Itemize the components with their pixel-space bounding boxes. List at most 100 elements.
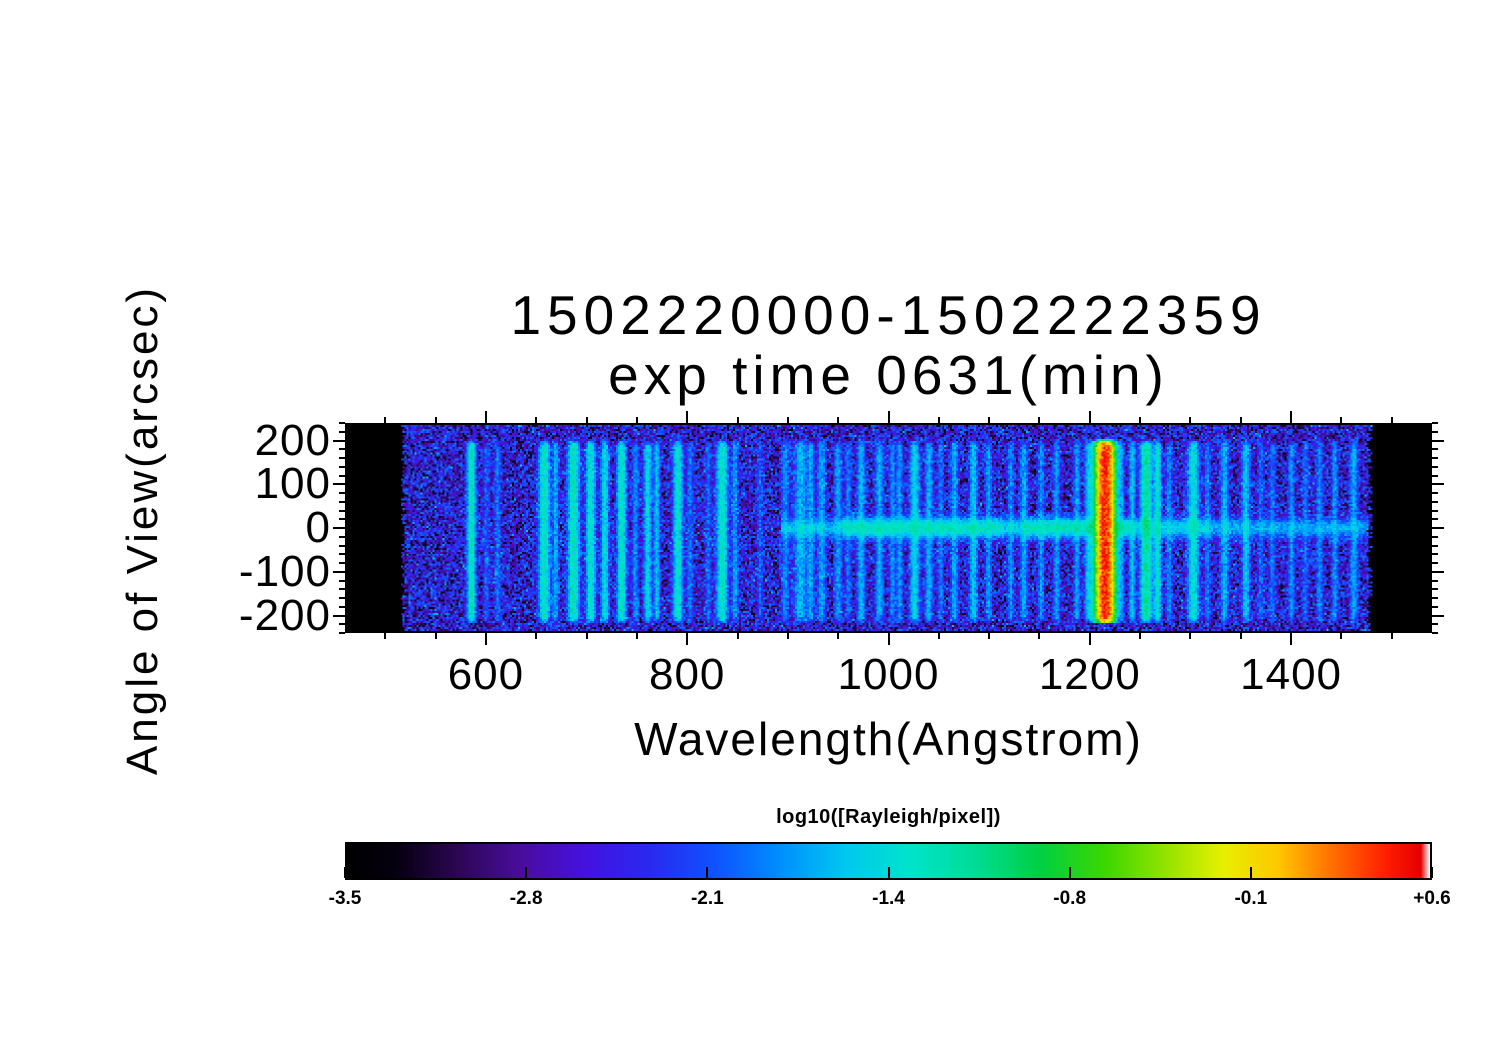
- y-minor-tick: [339, 474, 345, 477]
- x-major-tick: [887, 633, 890, 645]
- y-minor-tick: [339, 544, 345, 547]
- y-minor-tick: [1432, 632, 1438, 634]
- x-tick-label: 800: [648, 650, 726, 699]
- y-minor-tick: [339, 509, 345, 512]
- x-minor-tick: [736, 633, 739, 639]
- y-major-tick: [1432, 570, 1444, 573]
- y-minor-tick: [339, 588, 345, 591]
- colorbar-tick-label: -0.1: [1234, 888, 1268, 909]
- y-minor-tick: [339, 500, 345, 503]
- x-minor-tick: [937, 633, 940, 639]
- x-major-tick: [484, 633, 487, 645]
- x-minor-tick: [585, 633, 588, 639]
- y-minor-tick: [1432, 544, 1438, 547]
- y-minor-tick: [1432, 588, 1438, 591]
- x-major-tick: [484, 411, 487, 423]
- y-minor-tick: [1432, 500, 1438, 503]
- y-minor-tick: [1432, 457, 1438, 459]
- x-tick-label: 1200: [1038, 650, 1141, 699]
- plot-subtitle: exp time 0631(min): [608, 344, 1169, 406]
- y-minor-tick: [339, 632, 345, 634]
- x-minor-tick: [585, 417, 588, 423]
- y-minor-tick: [1432, 535, 1438, 538]
- y-minor-tick: [339, 597, 345, 599]
- y-minor-tick: [1432, 474, 1438, 477]
- x-minor-tick: [535, 633, 538, 639]
- plot-title: 1502220000-1502222359: [510, 284, 1267, 346]
- x-tick-label: 1000: [837, 650, 940, 699]
- colorbar-tick-label: -0.8: [1053, 888, 1087, 909]
- y-minor-tick: [339, 562, 345, 564]
- x-minor-tick: [1239, 633, 1242, 639]
- y-major-tick: [333, 439, 345, 442]
- x-minor-tick: [434, 417, 437, 423]
- x-minor-tick: [736, 417, 739, 423]
- y-minor-tick: [339, 518, 345, 521]
- x-minor-tick: [1139, 633, 1142, 639]
- y-minor-tick: [1432, 605, 1438, 608]
- colorbar-tick: [525, 867, 528, 878]
- y-minor-tick: [1432, 422, 1438, 424]
- x-minor-tick: [1390, 417, 1393, 423]
- x-minor-tick: [1038, 417, 1041, 423]
- x-minor-tick: [1239, 417, 1242, 423]
- y-minor-tick: [1432, 562, 1438, 564]
- x-major-tick: [686, 633, 689, 645]
- colorbar-tick-label: -2.1: [690, 888, 724, 909]
- y-minor-tick: [339, 605, 345, 608]
- colorbar-tick: [1249, 867, 1252, 878]
- x-minor-tick: [837, 417, 840, 423]
- x-minor-tick: [1189, 633, 1192, 639]
- colorbar-tick-label: -1.4: [872, 888, 905, 909]
- x-minor-tick: [786, 417, 789, 423]
- y-minor-tick: [339, 579, 345, 582]
- colorbar-tick-label: +0.6: [1413, 888, 1451, 909]
- y-minor-tick: [1432, 465, 1438, 468]
- y-minor-tick: [1432, 623, 1438, 626]
- y-major-tick: [1432, 483, 1444, 486]
- y-minor-tick: [1432, 492, 1438, 494]
- y-minor-tick: [1432, 553, 1438, 556]
- x-minor-tick: [988, 417, 991, 423]
- x-minor-tick: [1340, 633, 1343, 639]
- colorbar-tick: [887, 867, 890, 878]
- x-minor-tick: [937, 417, 940, 423]
- y-tick-label: 100: [254, 459, 331, 509]
- y-minor-tick: [1432, 579, 1438, 582]
- x-major-tick: [887, 411, 890, 423]
- x-minor-tick: [1189, 417, 1192, 423]
- x-major-tick: [1290, 633, 1293, 645]
- x-minor-tick: [635, 633, 638, 639]
- x-minor-tick: [384, 417, 387, 423]
- y-minor-tick: [339, 448, 345, 451]
- x-tick-label: 600: [447, 650, 525, 699]
- y-axis-title: Angle of View(arcsec): [118, 284, 167, 776]
- x-minor-tick: [635, 417, 638, 423]
- spectrogram-heatmap: [347, 425, 1430, 631]
- y-tick-label: -100: [238, 546, 331, 596]
- x-tick-label: 1400: [1240, 650, 1343, 699]
- x-minor-tick: [786, 633, 789, 639]
- y-minor-tick: [339, 492, 345, 494]
- y-major-tick: [333, 483, 345, 486]
- y-minor-tick: [1432, 430, 1438, 433]
- y-tick-label: 200: [254, 415, 331, 465]
- y-minor-tick: [339, 422, 345, 424]
- x-minor-tick: [434, 633, 437, 639]
- y-minor-tick: [339, 465, 345, 468]
- y-major-tick: [333, 570, 345, 573]
- y-minor-tick: [1432, 448, 1438, 451]
- colorbar-tick: [1431, 867, 1433, 878]
- plot-area: [345, 423, 1432, 633]
- y-minor-tick: [1432, 509, 1438, 512]
- x-major-tick: [1088, 411, 1091, 423]
- y-tick-label: 0: [305, 503, 331, 552]
- x-minor-tick: [1390, 633, 1393, 639]
- y-major-tick: [1432, 614, 1444, 617]
- x-major-tick: [686, 411, 689, 423]
- y-minor-tick: [339, 535, 345, 538]
- y-tick-label: -200: [238, 590, 331, 640]
- x-minor-tick: [1139, 417, 1142, 423]
- colorbar-tick: [706, 867, 709, 878]
